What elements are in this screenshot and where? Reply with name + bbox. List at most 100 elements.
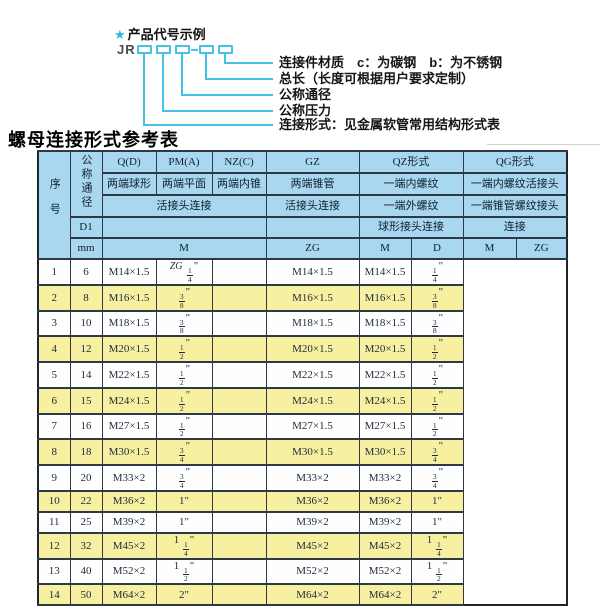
cell-dn_mm: 15 [69,386,103,415]
cell-qg_m: M45×2 [358,531,412,560]
cell-seq: 8 [37,438,71,466]
cell-gz_zg: 2" [155,583,213,606]
cell-seq: 2 [37,283,71,312]
cell-qg_zg: 1 2 " [410,335,464,363]
cell-m: M39×2 [101,510,157,534]
cell-dn_mm: 40 [69,557,103,586]
table-row: 1 6 M14×1.5 ZG 1 4 " M14×1.5 M14×1.5 1 4 " [37,258,567,286]
cell-gz_zg: 1 2 " [155,335,213,363]
cell-qz_d: M39×2 [265,510,360,534]
cell-gz_zg: 3 4 " [155,464,213,492]
header-nz-desc: 两端内锥 [211,172,267,196]
table-row: 8 18 M30×1.5 3 4 " M30×1.5 M30×1.5 3 4 " [37,438,567,466]
table-row: 3 10 M18×1.5 3 8 " M18×1.5 M18×1.5 3 8 " [37,309,567,338]
cell-m: M18×1.5 [101,309,157,338]
cell-qz_m [211,489,267,513]
cell-qz_d: M30×1.5 [265,438,360,466]
cell-seq: 13 [37,557,71,586]
connector-line [205,78,273,80]
cell-m: M30×1.5 [101,438,157,466]
code-dash [191,49,198,51]
header-nominal-diameter: 公称通径 [69,150,103,218]
cell-qg_m: M22×1.5 [358,361,412,389]
cell-gz_zg: 3 4 " [155,438,213,466]
header-m-wide: M [101,237,267,260]
cell-qz_m [211,531,267,560]
cell-qg_m: M52×2 [358,557,412,586]
cell-gz_zg: 1" [155,489,213,513]
cell-qg_zg: 1 2 " [410,412,464,441]
table-row: 7 16 M27×1.5 1 2 " M27×1.5 M27×1.5 1 2 " [37,412,567,441]
table-title: 螺母连接形式参考表 [8,130,179,151]
header-blank-qpmnz [101,216,267,239]
cell-qg_zg: 1" [410,510,464,534]
cell-qg_m: M30×1.5 [358,438,412,466]
cell-qg_m: M64×2 [358,583,412,606]
cell-dn_mm: 8 [69,283,103,312]
cell-m: M24×1.5 [101,386,157,415]
connector-line [224,54,226,63]
header-mm: mm [69,237,103,260]
connector-line [181,54,183,95]
cell-gz_zg: 3 8 " [155,283,213,312]
cell-qz_m [211,557,267,586]
header-qz: QZ形式 [358,150,464,174]
cell-qz_m [211,361,267,389]
cell-dn_mm: 10 [69,309,103,338]
cell-qz_d: M45×2 [265,531,360,560]
cell-qg_m: M39×2 [358,510,412,534]
cell-seq: 1 [37,258,71,286]
table-row: 5 14 M22×1.5 1 2 " M22×1.5 M22×1.5 1 2 " [37,361,567,389]
cell-qz_d: M64×2 [265,583,360,606]
cell-qz_d: M24×1.5 [265,386,360,415]
cell-qg_zg: 3 4 " [410,438,464,466]
cell-qz_d: M52×2 [265,557,360,586]
connector-line [181,94,273,96]
cell-qz_m [211,412,267,441]
cell-qg_m: M14×1.5 [358,258,412,286]
header-gz: GZ [265,150,360,174]
diagram-label-connection: 连接形式：见金属软管常用结构形式表 [279,117,501,132]
header-qg-desc2: 一端锥管螺纹接头 [462,194,568,218]
connector-line [162,110,273,112]
cell-qg_m: M18×1.5 [358,309,412,338]
cell-m: M16×1.5 [101,283,157,312]
cell-qz_m [211,309,267,338]
cell-gz_zg: 1 2 " [155,386,213,415]
star-icon: ★ [114,27,126,42]
cell-qz_d: M18×1.5 [265,309,360,338]
code-box-3 [175,45,190,54]
cell-qz_m [211,258,267,286]
cell-gz_zg: 1 1 4 " [155,531,213,560]
header-nz: NZ(C) [211,150,267,174]
cell-qz_d: M36×2 [265,489,360,513]
cell-qz_d: M14×1.5 [265,258,360,286]
header-pm: PM(A) [155,150,213,174]
cell-qg_zg: 1 1 4 " [410,531,464,560]
cell-seq: 6 [37,386,71,415]
table-row: 9 20 M33×2 3 4 " M33×2 M33×2 3 4 " [37,464,567,492]
header-qg-zg: ZG [515,237,568,260]
cell-qg_zg: 3 4 " [410,464,464,492]
table-row: 12 32 M45×2 1 1 4 " M45×2 M45×2 1 1 4 " [37,531,567,560]
header-qz-desc2: 一端外螺纹 [358,194,464,218]
cell-dn_mm: 14 [69,361,103,389]
cell-qg_zg: 1" [410,489,464,513]
cell-dn_mm: 50 [69,583,103,606]
table-row: 4 12 M20×1.5 1 2 " M20×1.5 M20×1.5 1 2 " [37,335,567,363]
header-zg: ZG [265,237,360,260]
cell-qz_m [211,438,267,466]
cell-qg_m: M20×1.5 [358,335,412,363]
cell-qz_m [211,464,267,492]
